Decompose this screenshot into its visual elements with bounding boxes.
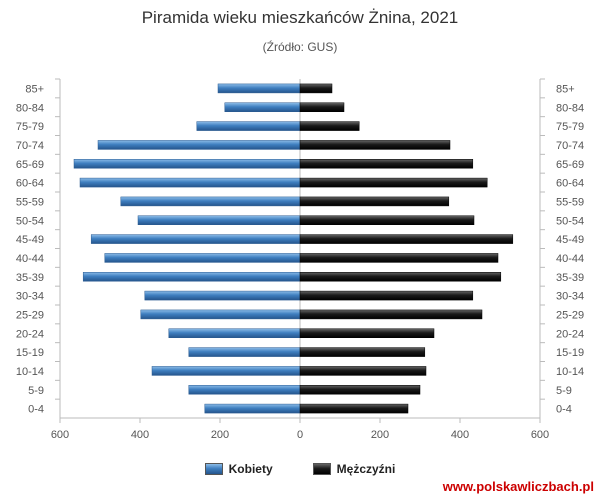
chart-title: Piramida wieku mieszkańców Żnina, 2021 (141, 8, 459, 27)
x-tick-label: 400 (131, 429, 149, 441)
category-label-right: 15-19 (556, 347, 584, 359)
bar-female (137, 215, 301, 225)
category-label-left: 85+ (25, 83, 44, 95)
category-label-left: 55-59 (16, 196, 44, 208)
legend-item-female[interactable]: Kobiety (204, 462, 273, 476)
category-label-left: 20-24 (16, 328, 44, 340)
watermark-link[interactable]: www.polskawliczbach.pl (442, 479, 594, 494)
bar-male (299, 102, 345, 112)
bar-male (299, 328, 435, 338)
category-label-left: 10-14 (16, 366, 44, 378)
bar-female (151, 366, 301, 376)
bar-female (73, 159, 301, 169)
chart-subtitle: (Źródło: GUS) (262, 40, 338, 54)
category-label-left: 65-69 (16, 159, 44, 171)
bar-female (188, 385, 301, 395)
bar-male (299, 159, 474, 169)
category-label-right: 80-84 (556, 102, 584, 114)
category-label-left: 70-74 (16, 140, 44, 152)
x-tick-label: 0 (297, 429, 303, 441)
category-label-left: 40-44 (16, 253, 44, 265)
bar-male (299, 309, 483, 320)
category-label-right: 10-14 (556, 366, 584, 378)
bar-female (168, 328, 301, 338)
category-label-right: 50-54 (556, 215, 584, 227)
x-tick-label: 200 (211, 429, 229, 441)
category-label-left: 75-79 (16, 121, 44, 133)
bar-female (79, 177, 301, 188)
bar-female (140, 309, 301, 320)
bar-male (299, 253, 499, 263)
category-label-left: 35-39 (16, 272, 44, 284)
category-label-left: 80-84 (16, 102, 44, 114)
bar-female (104, 253, 301, 263)
category-label-right: 5-9 (556, 385, 572, 397)
bar-female (188, 347, 301, 357)
bar-male (299, 140, 451, 150)
category-label-left: 45-49 (16, 234, 44, 246)
category-label-right: 45-49 (556, 234, 584, 246)
category-label-right: 60-64 (556, 178, 584, 190)
bar-male (299, 196, 450, 207)
bar-female (82, 272, 301, 282)
category-label-right: 40-44 (556, 253, 584, 265)
category-label-left: 5-9 (28, 385, 44, 397)
bar-female (97, 140, 301, 150)
bar-female (204, 403, 301, 414)
bar-female (196, 121, 301, 131)
category-label-left: 30-34 (16, 291, 44, 303)
category-label-right: 35-39 (556, 272, 584, 284)
category-label-right: 0-4 (556, 404, 572, 416)
bar-female (224, 102, 301, 112)
category-label-left: 15-19 (16, 347, 44, 359)
bar-male (299, 83, 333, 94)
bar-male (299, 366, 427, 376)
category-label-left: 0-4 (28, 404, 44, 416)
x-tick-label: 400 (451, 429, 469, 441)
bar-male (299, 403, 409, 414)
bar-male (299, 272, 502, 282)
legend-label-female: Kobiety (228, 462, 273, 476)
category-label-left: 50-54 (16, 215, 44, 227)
category-label-right: 70-74 (556, 140, 584, 152)
legend-item-male[interactable]: Mężczyźni (312, 462, 396, 476)
bar-male (299, 121, 360, 131)
category-label-right: 65-69 (556, 159, 584, 171)
legend-swatch-female (204, 463, 223, 475)
bar-female (120, 196, 301, 207)
category-label-right: 55-59 (556, 196, 584, 208)
bar-male (299, 234, 514, 244)
x-tick-label: 200 (371, 429, 389, 441)
category-label-right: 25-29 (556, 309, 584, 321)
legend-swatch-male (312, 463, 331, 475)
category-label-right: 30-34 (556, 291, 584, 303)
bar-male (299, 290, 474, 301)
bar-male (299, 215, 475, 225)
category-label-right: 85+ (556, 83, 575, 95)
bar-male (299, 385, 421, 395)
x-tick-label: 600 (531, 429, 549, 441)
category-label-right: 20-24 (556, 328, 584, 340)
bar-female (144, 290, 301, 301)
bar-female (90, 234, 301, 244)
bar-female (217, 83, 301, 94)
bar-male (299, 177, 488, 188)
legend-label-male: Mężczyźni (336, 462, 396, 476)
legend: Kobiety Mężczyźni (0, 462, 600, 476)
bar-male (299, 347, 426, 357)
category-label-right: 75-79 (556, 121, 584, 133)
category-label-left: 25-29 (16, 309, 44, 321)
x-tick-label: 600 (51, 429, 69, 441)
category-label-left: 60-64 (16, 178, 44, 190)
